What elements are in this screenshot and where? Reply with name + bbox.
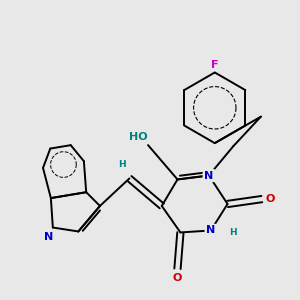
Text: F: F — [211, 60, 218, 70]
Text: N: N — [206, 226, 215, 236]
Text: N: N — [204, 170, 214, 181]
Text: H: H — [118, 160, 125, 169]
Text: H: H — [229, 228, 236, 237]
Text: O: O — [265, 194, 274, 204]
Text: N: N — [44, 232, 53, 242]
Text: HO: HO — [129, 132, 148, 142]
Text: O: O — [173, 273, 182, 283]
